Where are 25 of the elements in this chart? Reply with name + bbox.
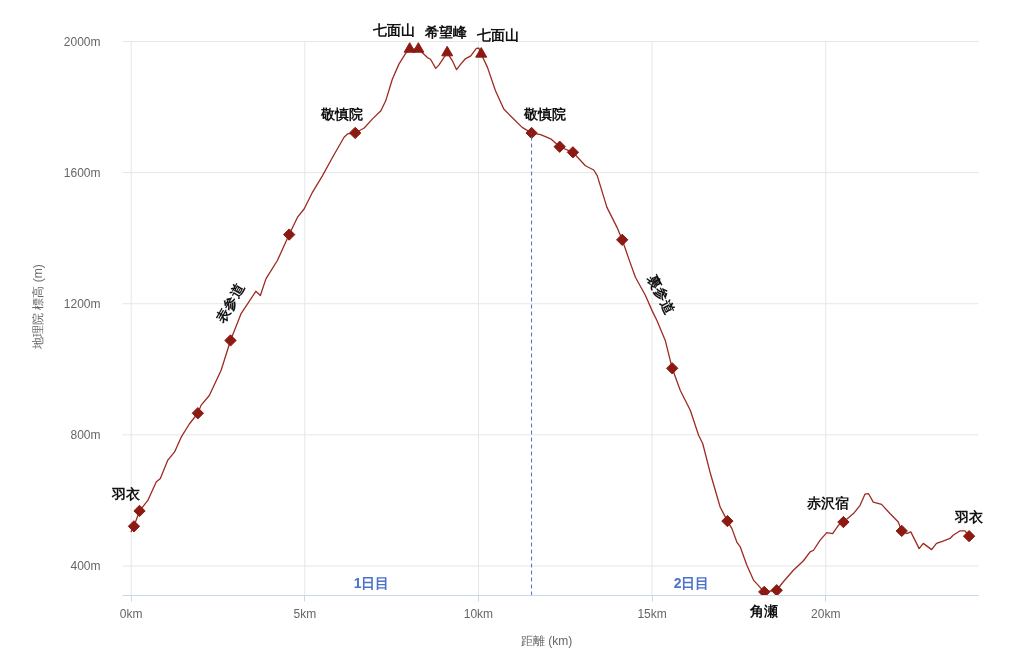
annotation: 七面山 [372,22,416,39]
text: 表参道 [212,280,248,327]
annotation: 七面山 [476,26,520,43]
y-axis-title: 地理院 標高 (m) [30,264,45,350]
y-tick-label: 2000m [63,34,101,49]
text: 裏参道 [644,271,679,318]
y-tick-label: 1600m [63,165,101,180]
x-tick-label: 15km [637,606,667,621]
x-tick-label: 5km [293,606,317,621]
x-tick-label: 20km [811,606,841,621]
x-tick-label: 0km [119,606,143,621]
y-tick-label: 400m [70,559,101,573]
x-tick-label: 10km [463,606,494,621]
annotation: 敬慎院 [522,105,566,122]
y-tick-label: 1200m [63,296,101,311]
annotation: 敬慎院 [320,105,364,122]
annotation: 希望峰 [424,23,469,40]
y-tick-label: 800m [70,427,101,442]
annotation: 1日目 [353,574,390,591]
annotation: 2日目 [673,574,710,591]
annotation: 羽衣 [954,509,985,526]
annotation: 角瀬 [749,602,779,619]
annotation: 赤沢宿 [806,494,850,511]
annotation: 羽衣 [110,486,141,503]
x-axis-title: 距離 (km) [520,633,573,648]
